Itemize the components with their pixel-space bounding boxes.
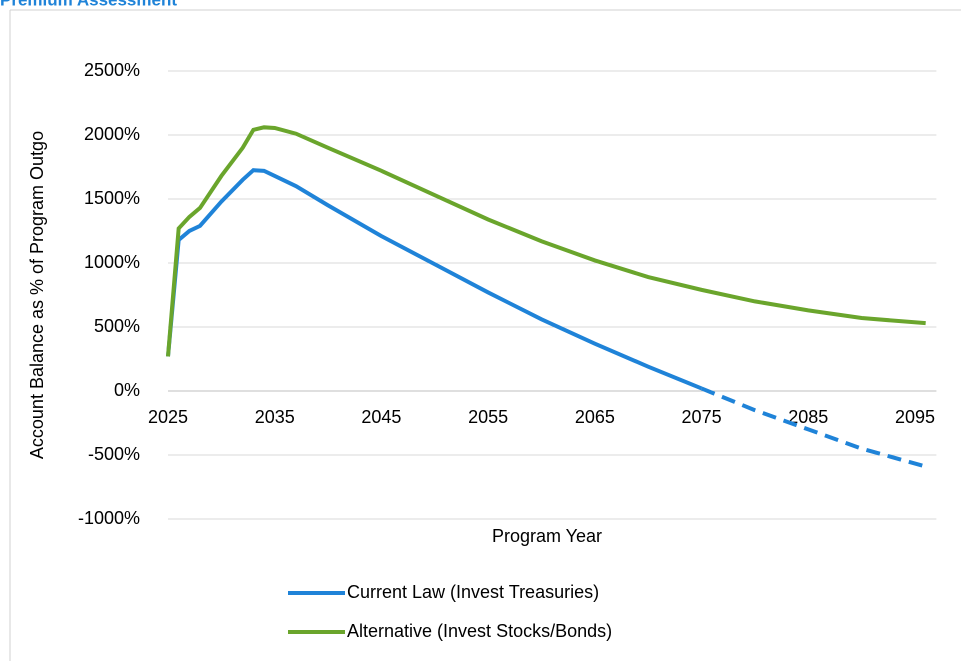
legend-label: Alternative (Invest Stocks/Bonds) [347,621,612,641]
line-series [166,125,926,357]
y-axis-title: Account Balance as % of Program Outgo [27,131,47,459]
y-tick-label: -500% [88,444,140,464]
x-axis-title: Program Year [492,526,602,546]
x-tick-label: 2085 [788,407,828,427]
x-tick-label: 2065 [575,407,615,427]
y-tick-label: 2000% [84,124,140,144]
x-tick-label: 2035 [255,407,295,427]
legend-label: Current Law (Invest Treasuries) [347,582,599,602]
line-series [166,168,703,391]
y-tick-label: 500% [94,316,140,336]
line-series [700,386,927,469]
y-tick-label: 0% [114,380,140,400]
x-tick-label: 2055 [468,407,508,427]
x-tick-label: 2025 [148,407,188,427]
chart-title: Premium Assessment [0,0,177,9]
y-tick-label: 2500% [84,60,140,80]
x-tick-label: 2045 [361,407,401,427]
y-tick-label: -1000% [78,508,140,528]
x-tick-label: 2075 [682,407,722,427]
x-tick-label: 2095 [895,407,935,427]
y-tick-label: 1500% [84,188,140,208]
y-tick-label: 1000% [84,252,140,272]
